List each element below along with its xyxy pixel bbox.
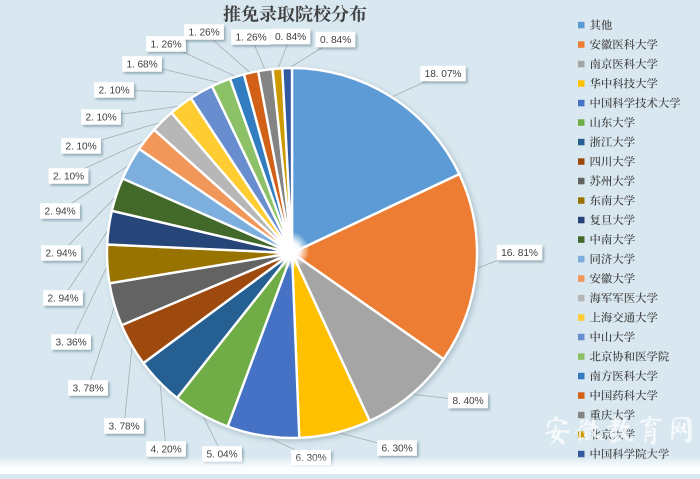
svg-text:2. 94%: 2. 94% — [45, 249, 76, 260]
svg-text:5. 04%: 5. 04% — [206, 450, 237, 461]
svg-text:1. 26%: 1. 26% — [188, 28, 219, 39]
svg-text:3. 36%: 3. 36% — [55, 338, 86, 349]
svg-text:3. 78%: 3. 78% — [72, 384, 103, 395]
svg-text:3. 78%: 3. 78% — [108, 422, 139, 433]
svg-text:6. 30%: 6. 30% — [381, 444, 412, 455]
svg-text:2. 10%: 2. 10% — [98, 86, 129, 97]
svg-text:0. 84%: 0. 84% — [320, 35, 351, 46]
svg-text:8. 40%: 8. 40% — [452, 396, 483, 407]
svg-text:1. 26%: 1. 26% — [150, 40, 181, 51]
svg-text:4. 20%: 4. 20% — [150, 445, 181, 456]
svg-text:1. 26%: 1. 26% — [235, 33, 266, 44]
svg-text:2. 94%: 2. 94% — [47, 294, 78, 305]
svg-text:1. 68%: 1. 68% — [126, 60, 157, 71]
svg-text:2. 10%: 2. 10% — [85, 113, 116, 124]
svg-text:2. 10%: 2. 10% — [53, 172, 84, 183]
svg-text:2. 10%: 2. 10% — [65, 142, 96, 153]
svg-text:18. 07%: 18. 07% — [425, 69, 462, 80]
svg-text:2. 94%: 2. 94% — [44, 207, 75, 218]
svg-text:16. 81%: 16. 81% — [501, 248, 538, 259]
svg-text:0. 84%: 0. 84% — [275, 32, 306, 43]
